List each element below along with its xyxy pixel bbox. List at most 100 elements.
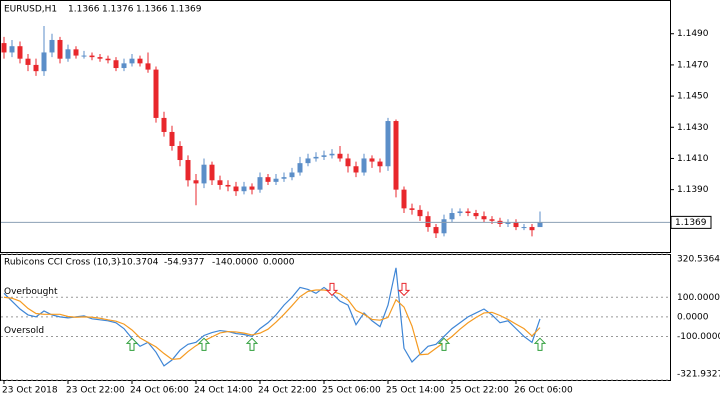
x-tick-label: 25 Oct 06:00 — [322, 386, 381, 396]
candle-body — [489, 219, 495, 221]
symbol: EURUSD,H1 — [4, 5, 57, 15]
candle-body — [273, 178, 279, 182]
indicator-header: -54.9377 — [164, 258, 204, 268]
candle-body — [161, 117, 167, 132]
ohlc-value: 1.1366 — [68, 5, 100, 15]
candle-body — [145, 63, 151, 70]
candle-body — [521, 227, 527, 229]
candle-body — [89, 55, 95, 58]
x-tick-label: 26 Oct 06:00 — [514, 386, 573, 396]
candle-body — [65, 49, 71, 59]
y-tick-label: -100.0000 — [677, 332, 720, 342]
y-tick-label: 1.1450 — [677, 92, 709, 102]
candle-body — [417, 209, 423, 217]
candle-body — [393, 121, 399, 190]
y-tick-label: 0.0000 — [677, 312, 709, 322]
candle-body — [137, 58, 143, 64]
candle-body — [17, 46, 23, 59]
candle-body — [81, 55, 87, 57]
candle-body — [433, 227, 439, 234]
candle-body — [217, 180, 223, 185]
x-tick-label: 24 Oct 14:00 — [194, 386, 253, 396]
candle-body — [537, 222, 543, 228]
candle-body — [449, 213, 455, 220]
candle-body — [457, 211, 463, 214]
buy-arrow — [437, 337, 451, 351]
candle-body — [289, 172, 295, 178]
candle-body — [369, 158, 375, 162]
candle-body — [481, 216, 487, 220]
y-tick-label: 1.1410 — [677, 154, 709, 164]
buy-arrow — [533, 337, 547, 351]
candle-body — [425, 216, 431, 228]
ohlc-value: 1.1376 — [102, 5, 134, 15]
candle-body — [337, 153, 343, 159]
buy-arrow — [125, 337, 139, 351]
candle-body — [361, 158, 367, 173]
candle-body — [473, 213, 479, 217]
x-tick-label: 24 Oct 22:00 — [258, 386, 317, 396]
ohlc-value: 1.1366 — [136, 5, 168, 15]
y-tick-label: 1.1490 — [677, 29, 709, 39]
candle-body — [241, 186, 247, 192]
candle-body — [401, 189, 407, 209]
candle-body — [105, 58, 111, 61]
buy-arrow — [197, 337, 211, 351]
candle-body — [113, 60, 119, 69]
candle-body — [49, 39, 55, 53]
candle-body — [73, 49, 79, 56]
price-label: 1.1369 — [675, 218, 707, 228]
candle-body — [177, 145, 183, 161]
candle-body — [465, 211, 471, 214]
indicator-header: 0.0000 — [263, 258, 295, 268]
candle-body — [129, 58, 135, 64]
y-tick-label: 1.1390 — [677, 185, 709, 195]
candle-body — [513, 222, 519, 228]
candle-body — [345, 158, 351, 167]
indicator-header: -10.3704 — [118, 258, 159, 268]
candle-body — [25, 58, 31, 65]
y-tick-label: 320.5364 — [677, 255, 720, 265]
candle-body — [257, 177, 263, 190]
candle-body — [305, 158, 311, 164]
ohlc-value: 1.1369 — [170, 5, 202, 15]
y-tick-label: 100.0000 — [677, 293, 720, 303]
indicator-line — [3, 289, 541, 361]
x-tick-label: 23 Oct 22:00 — [66, 386, 125, 396]
buy-arrow — [245, 337, 259, 351]
candle-body — [1, 43, 7, 53]
price-label-box — [670, 215, 712, 229]
candle-body — [321, 155, 327, 157]
y-tick-label: 1.1430 — [677, 123, 709, 133]
indicator-panel — [0, 254, 671, 381]
candle-body — [329, 153, 335, 156]
y-tick-label: 1.1470 — [677, 60, 709, 70]
candle-body — [225, 184, 231, 187]
candle-body — [97, 57, 103, 59]
y-tick-label: -321.9327 — [677, 370, 720, 380]
candle-body — [353, 166, 359, 173]
indicator-line — [3, 267, 541, 367]
candle-body — [57, 39, 63, 59]
candle-body — [33, 64, 39, 72]
candle-body — [313, 156, 319, 159]
candle-body — [41, 52, 47, 72]
candle-body — [193, 180, 199, 184]
candle-body — [169, 131, 175, 146]
candle-body — [185, 160, 191, 181]
candle-body — [505, 222, 511, 224]
candle-body — [121, 63, 127, 69]
candle-body — [377, 161, 383, 167]
sell-arrow — [397, 282, 411, 297]
level-label: Overbought — [4, 287, 58, 297]
candle-body — [233, 186, 239, 192]
candle-body — [281, 177, 287, 179]
candle-body — [297, 163, 303, 173]
indicator-header: -140.0000 — [212, 258, 258, 268]
x-tick-label: 24 Oct 06:00 — [130, 386, 189, 396]
price-panel — [0, 0, 671, 253]
x-tick-label: 23 Oct 2018 — [2, 386, 58, 396]
candle-body — [441, 219, 447, 234]
candle-body — [209, 164, 215, 181]
